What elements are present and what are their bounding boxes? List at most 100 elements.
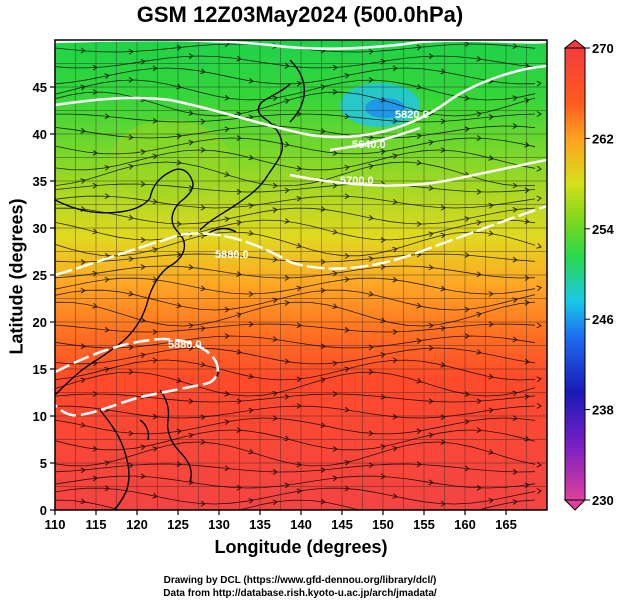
contour-label: 5820.0 (395, 109, 429, 121)
streamline-arrow (272, 207, 278, 213)
streamline-arrow (344, 366, 350, 373)
colorbar-tick-label: 270 (592, 41, 614, 56)
streamline-arrow (272, 297, 278, 304)
streamline-arrow (320, 422, 326, 428)
streamline-arrow (200, 147, 206, 153)
streamline-arrow (236, 427, 242, 433)
streamline-arrow (104, 113, 110, 120)
streamline-arrow (284, 358, 290, 365)
streamline-arrow (188, 345, 194, 352)
streamline-arrow (332, 64, 338, 71)
streamline-arrow (440, 361, 446, 368)
streamline (55, 441, 536, 467)
streamline-arrow (524, 299, 530, 306)
streamline-arrow (224, 252, 230, 258)
streamline-arrow (392, 153, 398, 159)
streamline-arrow (524, 187, 530, 194)
streamline-arrow (224, 465, 230, 472)
streamline-arrow (284, 300, 290, 306)
streamline-arrow (248, 154, 254, 161)
streamline-arrow (236, 312, 242, 318)
streamline-arrow (476, 484, 482, 491)
streamline-arrow (332, 150, 338, 156)
streamline-arrow (524, 218, 530, 225)
y-axis-label: Latitude (degrees) (6, 198, 27, 355)
streamline-arrow (128, 368, 134, 375)
streamline (55, 417, 536, 435)
y-axis-ticks: 0 5 10 15 20 25 30 35 40 45 (33, 80, 55, 518)
streamline (55, 277, 536, 295)
streamline (55, 161, 536, 187)
x-tick-label: 125 (167, 517, 189, 532)
streamline-arrow (512, 499, 518, 505)
x-tick-label: 155 (413, 517, 435, 532)
streamline-arrow (140, 264, 146, 271)
streamline-arrow (380, 444, 386, 450)
streamline-arrow (296, 461, 302, 468)
streamline-arrow (188, 432, 194, 439)
streamline-arrow (272, 336, 278, 343)
streamline-arrow (176, 133, 182, 140)
streamline (55, 347, 536, 365)
streamline-arrow (320, 377, 326, 383)
streamline-arrow (80, 84, 86, 91)
streamline-arrow (236, 349, 242, 355)
streamline-arrow (368, 255, 374, 262)
streamline-arrow (476, 188, 482, 195)
streamline-arrow (332, 446, 338, 452)
streamline-arrow (152, 492, 158, 499)
streamline-arrow (476, 219, 482, 226)
x-tick-label: 160 (454, 517, 476, 532)
streamline-arrow (464, 95, 470, 101)
colorbar-tick-label: 254 (592, 222, 614, 237)
streamline (55, 265, 536, 279)
streamline-arrow (152, 198, 158, 205)
streamline-arrow (296, 285, 302, 292)
streamline-arrow (176, 44, 182, 51)
streamline-arrow (524, 482, 530, 489)
streamline-arrow (428, 231, 434, 238)
streamline-arrow (176, 83, 182, 90)
x-tick-label: 110 (45, 517, 66, 532)
streamline-arrow (428, 185, 434, 191)
streamline-arrow (200, 118, 206, 125)
streamline-arrow (128, 430, 134, 437)
streamline-arrow (248, 448, 254, 455)
streamline-arrow (248, 230, 254, 236)
streamline-arrow (152, 413, 158, 420)
contour-label: 5880.0 (168, 339, 202, 351)
streamline-arrow (512, 43, 518, 49)
colorbar-tick-label: 238 (592, 403, 614, 418)
streamline-arrow (512, 95, 518, 102)
streamline (55, 289, 536, 311)
streamline-arrow (248, 77, 254, 84)
streamline-arrow (200, 204, 206, 211)
streamline-arrow (512, 415, 518, 422)
streamline-arrow (176, 302, 182, 309)
contour-label: 5640.0 (352, 139, 386, 151)
streamline-arrow (368, 134, 374, 141)
streamline-arrow (128, 77, 134, 83)
streamline-arrow (236, 398, 242, 405)
streamline-arrow (296, 376, 302, 383)
streamline-arrow (440, 232, 446, 239)
streamline-arrow (104, 193, 110, 200)
streamline-arrow (200, 233, 206, 239)
streamline-arrow (488, 373, 494, 380)
streamline-arrow (392, 328, 398, 335)
streamline-arrow (428, 432, 434, 439)
streamline-arrow (188, 110, 194, 116)
streamline-arrow (296, 403, 302, 409)
streamline-arrow (104, 164, 110, 171)
streamline-arrow (284, 275, 290, 281)
streamline-arrow (536, 403, 542, 409)
streamline-arrow (524, 97, 530, 104)
streamline-arrow (416, 302, 422, 309)
streamline-arrow (392, 445, 398, 452)
streamline-arrow (284, 218, 290, 224)
streamline-arrow (140, 473, 146, 480)
streamline-arrow (92, 360, 98, 367)
streamline-arrow (128, 48, 134, 55)
streamline-arrow (248, 202, 254, 209)
streamline (55, 499, 536, 510)
